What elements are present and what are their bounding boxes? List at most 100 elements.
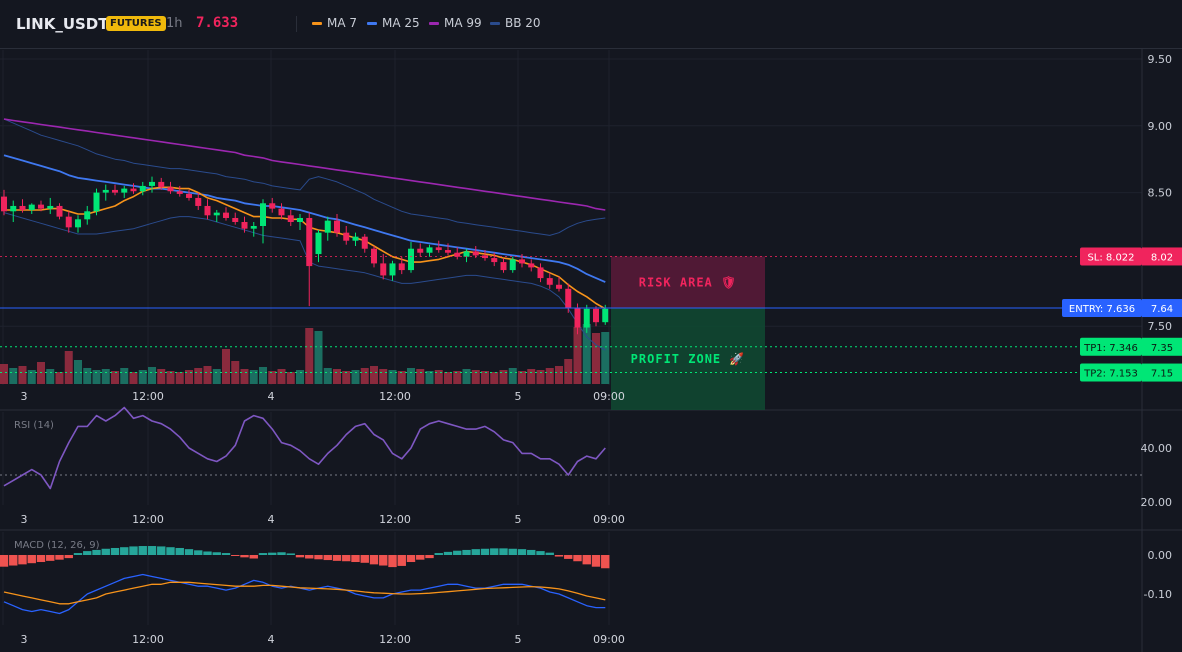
candle-down[interactable] (112, 189, 118, 193)
candle-up[interactable] (93, 192, 100, 212)
candle-down[interactable] (130, 188, 137, 192)
legend-ma25[interactable]: MA 25 (367, 16, 420, 30)
candle-down[interactable] (65, 216, 72, 228)
candle-down[interactable] (232, 217, 239, 222)
candle-up[interactable] (84, 211, 91, 220)
candle-up[interactable] (297, 217, 303, 222)
candle-up[interactable] (463, 251, 470, 257)
candle-down[interactable] (306, 217, 313, 267)
candle-down[interactable] (546, 278, 553, 285)
volume-bar (508, 368, 517, 384)
candle-up[interactable] (352, 236, 359, 241)
candle-down[interactable] (204, 205, 211, 216)
candle-up[interactable] (324, 220, 331, 233)
candle-up[interactable] (28, 204, 35, 210)
volume-bar (536, 370, 545, 384)
candle-down[interactable] (269, 203, 276, 209)
candle-up[interactable] (583, 308, 590, 328)
candle-up[interactable] (47, 205, 54, 209)
candle-down[interactable] (176, 191, 183, 194)
candle-down[interactable] (537, 267, 544, 279)
macd-histogram-bar (147, 546, 157, 555)
time-axes[interactable]: 3 12:00 4 12:00 5 09:00 3 12:00 4 12:00 5 09:00 3 12:… (21, 390, 625, 646)
candle-up[interactable] (602, 308, 609, 323)
candlesticks[interactable] (1, 176, 609, 335)
candle-down[interactable] (435, 247, 442, 251)
candle-down[interactable] (56, 205, 63, 217)
candle-down[interactable] (19, 205, 26, 210)
candle-down[interactable] (1, 196, 7, 212)
candle-up[interactable] (315, 232, 322, 255)
legend-label: BB 20 (505, 16, 541, 30)
candle-down[interactable] (223, 212, 229, 218)
volume-bar (545, 368, 554, 384)
candle-down[interactable] (445, 250, 451, 253)
volume-bar (416, 369, 425, 384)
candle-down[interactable] (593, 308, 599, 323)
rsi-panel[interactable]: RSI (14) 40.00 20.00 (0, 406, 1173, 510)
candle-down[interactable] (528, 263, 535, 268)
candle-up[interactable] (121, 188, 128, 193)
candle-up[interactable] (102, 189, 109, 193)
candle-up[interactable] (426, 247, 433, 253)
candle-down[interactable] (195, 197, 202, 206)
candle-down[interactable] (158, 181, 165, 188)
candle-down[interactable] (472, 251, 479, 256)
macd-histogram-bar (203, 551, 212, 555)
candle-down[interactable] (556, 284, 562, 289)
price-axis[interactable]: 9.50 9.00 8.50 7.50 (1148, 53, 1173, 333)
macd-title: MACD (12, 26, 9) (14, 540, 100, 551)
candle-up[interactable] (509, 259, 516, 271)
volume-bar (314, 331, 323, 384)
macd-histogram-bar (499, 548, 508, 555)
legend-ma99[interactable]: MA 99 (429, 16, 482, 30)
symbol-title[interactable]: LINK_USDT (16, 15, 109, 33)
macd-histogram-bar (120, 547, 129, 555)
macd-panel[interactable]: MACD (12, 26, 9) 0.00 -0.10 (0, 540, 1172, 615)
macd-histogram-bar (573, 555, 582, 562)
candle-down[interactable] (454, 252, 461, 257)
candle-down[interactable] (519, 259, 525, 264)
time-tick-label: 09:00 (593, 390, 625, 403)
candle-down[interactable] (38, 204, 44, 209)
candle-down[interactable] (398, 263, 405, 271)
macd-histogram-bar (554, 555, 564, 557)
candle-down[interactable] (371, 248, 377, 264)
macd-histogram-bar (360, 555, 369, 563)
candle-down[interactable] (343, 232, 350, 241)
candle-down[interactable] (167, 187, 174, 192)
candle-up[interactable] (260, 203, 266, 226)
candle-down[interactable] (186, 193, 192, 198)
candle-down[interactable] (361, 236, 368, 249)
candle-up[interactable] (408, 248, 414, 271)
candle-up[interactable] (10, 205, 17, 212)
candle-down[interactable] (380, 263, 387, 276)
candle-down[interactable] (500, 262, 507, 271)
candle-down[interactable] (565, 288, 572, 308)
candle-down[interactable] (287, 215, 294, 222)
volume-bar (55, 372, 64, 384)
candle-up[interactable] (149, 181, 155, 186)
rsi-tick-label: 20.00 (1141, 496, 1173, 509)
bollinger-bands (3, 118, 606, 351)
candle-down[interactable] (334, 220, 340, 233)
volume-bar (499, 370, 508, 384)
candle-up[interactable] (389, 263, 396, 276)
sl-label: SL: 8.022 (1087, 252, 1134, 263)
candle-up[interactable] (213, 212, 220, 216)
legend-ma7[interactable]: MA 7 (312, 16, 357, 30)
legend-bb20[interactable]: BB 20 (490, 16, 541, 30)
macd-histogram-bar (332, 555, 342, 561)
timeframe-label[interactable]: 1h (166, 16, 183, 31)
candle-down[interactable] (574, 307, 581, 328)
candle-down[interactable] (417, 248, 424, 253)
candle-up[interactable] (139, 185, 146, 192)
candle-up[interactable] (75, 219, 81, 228)
candle-down[interactable] (278, 208, 285, 216)
candle-down[interactable] (241, 221, 248, 229)
candle-up[interactable] (250, 226, 257, 229)
candle-down[interactable] (491, 258, 498, 263)
volume-bar (148, 367, 156, 384)
macd-histogram-bar (268, 552, 277, 555)
